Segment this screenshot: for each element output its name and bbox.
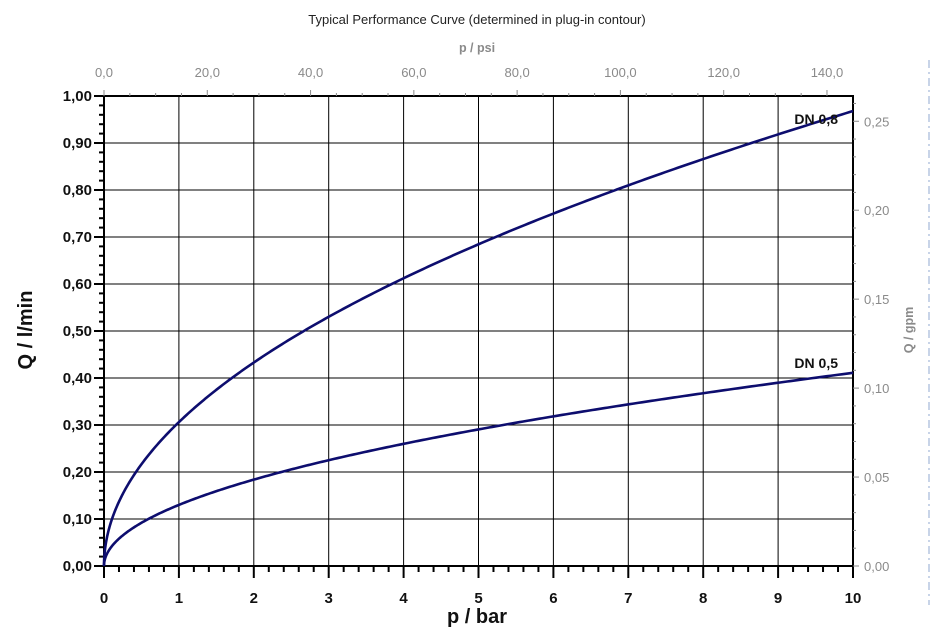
series-label-dn08: DN 0,8	[794, 111, 838, 127]
x-secondary-tick-label: 20,0	[195, 65, 220, 80]
x-secondary-tick-label: 100,0	[604, 65, 637, 80]
x-secondary-tick-label: 60,0	[401, 65, 426, 80]
y-tick-label: 0,10	[63, 511, 92, 528]
y-tick-label: 0,50	[63, 323, 92, 340]
series-label-dn05: DN 0,5	[794, 355, 838, 371]
x-tick-label: 9	[774, 590, 782, 607]
x-tick-label: 1	[175, 590, 183, 607]
x-tick-label: 10	[845, 590, 862, 607]
x-secondary-tick-label: 40,0	[298, 65, 323, 80]
y-tick-label: 0,90	[63, 135, 92, 152]
y-tick-label: 0,20	[63, 464, 92, 481]
x-secondary-tick-label: 120,0	[707, 65, 740, 80]
y-secondary-tick-label: 0,20	[864, 203, 889, 218]
x-tick-label: 8	[699, 590, 707, 607]
y-secondary-tick-label: 0,10	[864, 381, 889, 396]
y-tick-label: 0,60	[63, 276, 92, 293]
x-axis-label: p / bar	[447, 606, 507, 627]
x-tick-label: 6	[549, 590, 557, 607]
y-secondary-axis-label: Q / gpm	[902, 307, 916, 354]
y-tick-label: 0,70	[63, 229, 92, 246]
x-secondary-tick-label: 0,0	[95, 65, 113, 80]
chart-title: Typical Performance Curve (determined in…	[308, 12, 645, 27]
x-tick-label: 4	[399, 590, 408, 607]
x-tick-label: 3	[325, 590, 333, 607]
x-tick-label: 0	[100, 590, 108, 607]
grid-lines	[104, 96, 853, 566]
y-secondary-tick-label: 0,25	[864, 114, 889, 129]
series-lines	[102, 109, 854, 567]
x-secondary-axis-label: p / psi	[459, 41, 495, 55]
y-tick-label: 0,40	[63, 370, 92, 387]
y-secondary-tick-label: 0,05	[864, 470, 889, 485]
y-tick-label: 0,00	[63, 558, 92, 575]
y-secondary-tick-label: 0,15	[864, 292, 889, 307]
x-tick-label: 7	[624, 590, 632, 607]
y-tick-label: 0,30	[63, 417, 92, 434]
series-line-dn08	[102, 109, 854, 567]
y-axis-label: Q / l/min	[15, 291, 37, 370]
x-secondary-tick-label: 140,0	[811, 65, 844, 80]
y-secondary-tick-label: 0,00	[864, 559, 889, 574]
x-tick-label: 2	[250, 590, 258, 607]
tick-labels: 0 1 2 3 4 5 6 7 8 9 10 0,00 0,10 0,20 0,30 0,40 0,50 0,60…	[63, 65, 890, 607]
x-secondary-tick-label: 80,0	[504, 65, 529, 80]
y-tick-label: 0,80	[63, 182, 92, 199]
y-tick-label: 1,00	[63, 88, 92, 105]
axis-ticks	[94, 90, 859, 578]
series-line-dn05	[102, 371, 854, 567]
x-tick-label: 5	[474, 590, 482, 607]
